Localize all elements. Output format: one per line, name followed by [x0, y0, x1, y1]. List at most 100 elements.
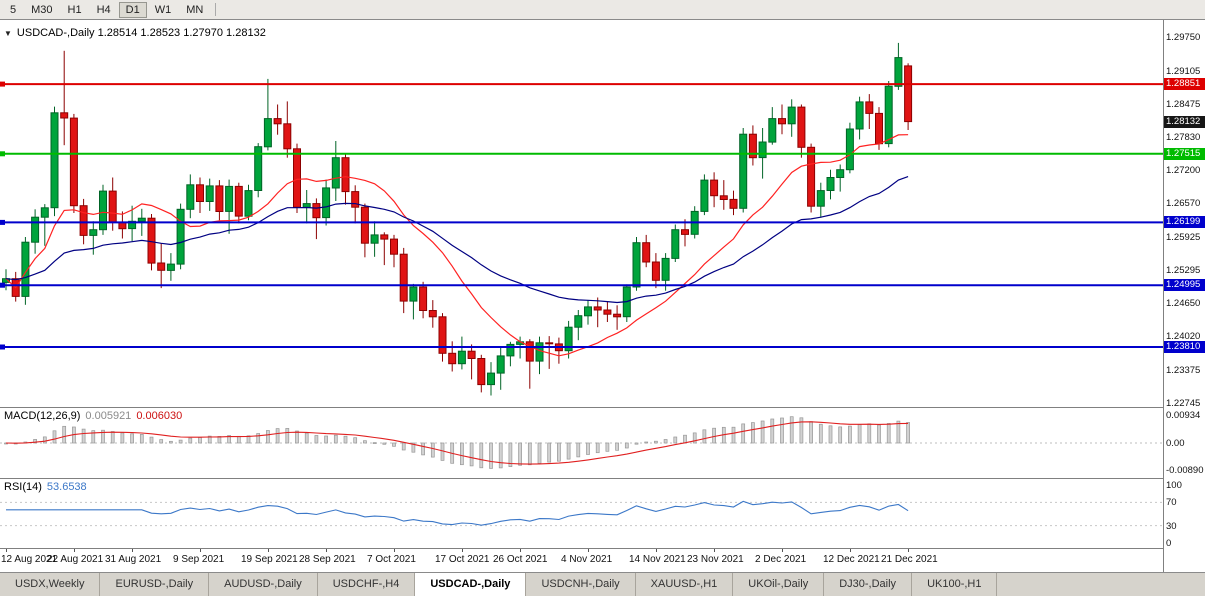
timeframe-button-H1[interactable]: H1 — [67, 3, 82, 16]
date-tick — [714, 549, 715, 552]
date-label: 23 Nov 2021 — [687, 554, 744, 565]
chart-tab-usdcnh-daily[interactable]: USDCNH-,Daily — [526, 573, 636, 596]
macd-canvas[interactable] — [0, 408, 1163, 478]
price-tag-1.28851[interactable]: 1.28851 — [1164, 78, 1205, 90]
date-label: 19 Sep 2021 — [241, 554, 298, 565]
chart-context-icon[interactable]: ▼ — [4, 28, 12, 38]
macd-main-value: 0.005921 — [85, 410, 132, 422]
price-axis-label: 1.27200 — [1166, 165, 1201, 176]
rsi-axis-label: 100 — [1166, 480, 1182, 491]
date-label: 12 Dec 2021 — [823, 554, 880, 565]
price-axis[interactable]: 1.29750 1.29105 1.28475 1.27830 1.27200 1.265… — [1163, 20, 1205, 572]
current-price-tag: 1.28132 — [1164, 116, 1205, 128]
date-tick — [462, 549, 463, 552]
date-tick — [520, 549, 521, 552]
date-label: 12 Aug 2021 — [1, 554, 58, 565]
price-axis-label: 1.27830 — [1166, 132, 1201, 143]
chart-tab-uk100-h1[interactable]: UK100-,H1 — [912, 573, 998, 596]
price-chart-canvas[interactable] — [0, 20, 1163, 407]
date-axis: 12 Aug 2021 22 Aug 2021 31 Aug 2021 9 Sep 2… — [0, 549, 1163, 572]
date-tick — [74, 549, 75, 552]
date-label: 4 Nov 2021 — [561, 554, 613, 565]
date-label: 31 Aug 2021 — [105, 554, 162, 565]
ma-slow-line — [5, 176, 909, 304]
macd-axis-label: -0.00890 — [1166, 465, 1204, 476]
price-tag-1.24995[interactable]: 1.24995 — [1164, 279, 1205, 291]
date-tick — [908, 549, 909, 552]
date-label: 26 Oct 2021 — [493, 554, 548, 565]
pane-separator[interactable] — [0, 407, 1205, 408]
price-chart-pane[interactable]: ▼ USDCAD-,Daily 1.28514 1.28523 1.27970 … — [0, 20, 1163, 407]
chart-tab-xauusd-h1[interactable]: XAUUSD-,H1 — [636, 573, 734, 596]
price-axis-label: 1.25295 — [1166, 265, 1201, 276]
price-tag-1.26199[interactable]: 1.26199 — [1164, 216, 1205, 228]
date-label: 7 Oct 2021 — [367, 554, 416, 565]
macd-pane[interactable]: MACD(12,26,9) 0.005921 0.006030 — [0, 408, 1163, 478]
date-tick — [200, 549, 201, 552]
date-tick — [782, 549, 783, 552]
macd-signal-value: 0.006030 — [136, 410, 183, 422]
chart-tab-usdcad-daily[interactable]: USDCAD-,Daily — [415, 573, 527, 596]
price-tag-1.23810[interactable]: 1.23810 — [1164, 341, 1205, 353]
chart-tab-usdchf-h4[interactable]: USDCHF-,H4 — [318, 573, 416, 596]
chart-tab-eurusd-daily[interactable]: EURUSD-,Daily — [100, 573, 210, 596]
rsi-label: RSI(14) 53.6538 — [4, 481, 92, 493]
rsi-line — [6, 500, 909, 526]
rsi-axis-label: 0 — [1166, 538, 1172, 549]
pane-separator[interactable] — [0, 478, 1205, 479]
macd-axis-label: 0.00934 — [1166, 410, 1201, 421]
date-label: 28 Sep 2021 — [299, 554, 356, 565]
date-tick — [6, 549, 7, 552]
chart-title-text: USDCAD-,Daily 1.28514 1.28523 1.27970 1.… — [16, 27, 266, 39]
timeframe-button-M30[interactable]: M30 — [31, 3, 53, 16]
timeframe-toolbar: 5 M30 H1 H4 D1 W1 MN — [0, 0, 1205, 20]
price-axis-label: 1.29105 — [1166, 66, 1201, 77]
price-tag-1.27515[interactable]: 1.27515 — [1164, 148, 1205, 160]
toolbar-separator — [215, 3, 217, 16]
date-tick — [588, 549, 589, 552]
price-axis-label: 1.26570 — [1166, 198, 1201, 209]
rsi-name: RSI(14) — [4, 481, 42, 493]
date-label: 2 Dec 2021 — [755, 554, 807, 565]
ma-fast-line — [5, 134, 909, 357]
chart-tab-usdx-weekly[interactable]: USDX,Weekly — [0, 573, 101, 596]
timeframe-button-5[interactable]: 5 — [10, 3, 17, 16]
macd-label: MACD(12,26,9) 0.005921 0.006030 — [4, 410, 187, 422]
date-label: 22 Aug 2021 — [47, 554, 104, 565]
chart-tab-ukoil-daily[interactable]: UKOil-,Daily — [733, 573, 825, 596]
date-tick — [394, 549, 395, 552]
date-label: 14 Nov 2021 — [629, 554, 686, 565]
date-tick — [132, 549, 133, 552]
pane-separator — [0, 548, 1205, 549]
chart-title: ▼ USDCAD-,Daily 1.28514 1.28523 1.27970 … — [4, 27, 266, 39]
price-axis-label: 1.29750 — [1166, 32, 1201, 43]
macd-name: MACD(12,26,9) — [4, 410, 81, 422]
macd-axis-label: 0.00 — [1166, 438, 1185, 449]
timeframe-button-W1[interactable]: W1 — [154, 3, 172, 16]
date-label: 9 Sep 2021 — [173, 554, 225, 565]
macd-signal-line — [5, 421, 909, 465]
rsi-axis-label: 30 — [1166, 521, 1177, 532]
chart-tab-bar: USDX,Weekly EURUSD-,Daily AUDUSD-,Daily USD… — [0, 572, 1205, 596]
chart-window: ▼ USDCAD-,Daily 1.28514 1.28523 1.27970 … — [0, 20, 1205, 572]
chart-tab-dj30-daily[interactable]: DJ30-,Daily — [824, 573, 913, 596]
rsi-canvas[interactable] — [0, 479, 1163, 548]
chart-tab-audusd-daily[interactable]: AUDUSD-,Daily — [209, 573, 318, 596]
rsi-pane[interactable]: RSI(14) 53.6538 — [0, 479, 1163, 548]
price-axis-label: 1.23375 — [1166, 365, 1201, 376]
timeframe-button-H4[interactable]: H4 — [96, 3, 111, 16]
date-label: 17 Oct 2021 — [435, 554, 490, 565]
rsi-value: 53.6538 — [46, 481, 87, 493]
price-axis-label: 1.24020 — [1166, 331, 1201, 342]
date-label: 21 Dec 2021 — [881, 554, 938, 565]
price-axis-label: 1.24650 — [1166, 298, 1201, 309]
price-axis-label: 1.28475 — [1166, 99, 1201, 110]
date-tick — [850, 549, 851, 552]
timeframe-button-MN[interactable]: MN — [186, 3, 204, 16]
date-tick — [268, 549, 269, 552]
price-axis-label: 1.25925 — [1166, 232, 1201, 243]
date-tick — [326, 549, 327, 552]
price-axis-label: 1.22745 — [1166, 398, 1201, 409]
timeframe-button-D1[interactable]: D1 — [118, 1, 147, 18]
